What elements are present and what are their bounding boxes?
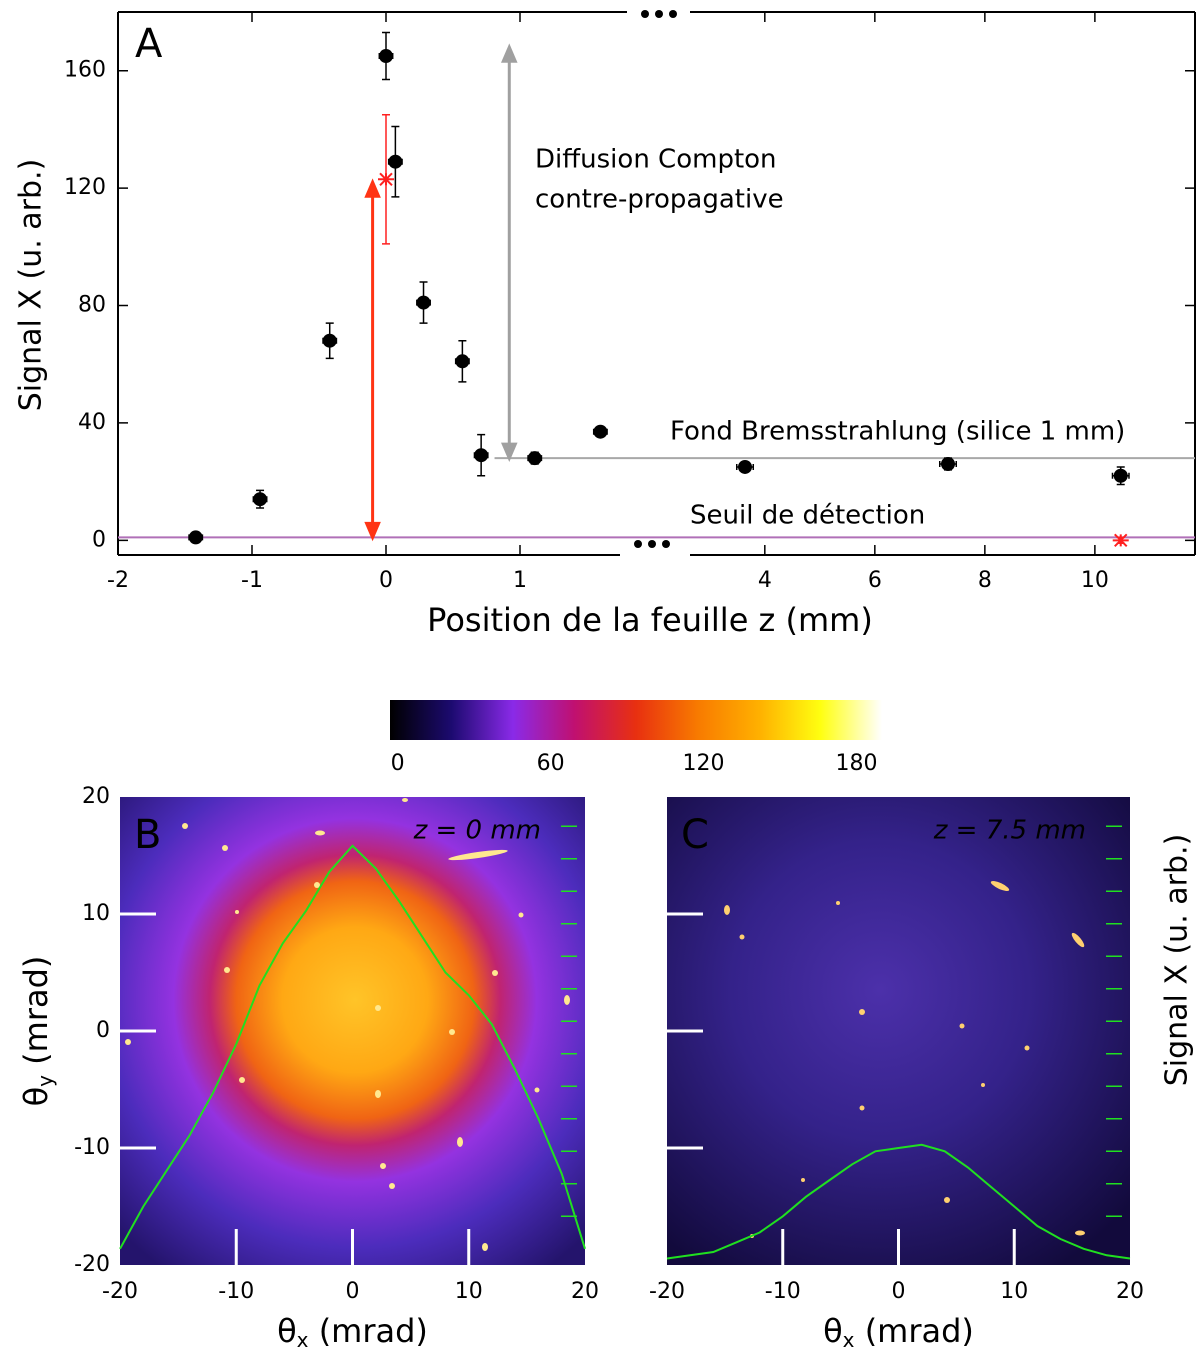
x-tick-label: 8 (978, 568, 992, 593)
x-tick-label: -1 (241, 568, 263, 593)
colorbar-tick-label: 180 (836, 751, 878, 776)
x-tick-label: 1 (513, 568, 527, 593)
panel-label: C (681, 812, 709, 858)
image (120, 797, 585, 1265)
y-tick-label: -20 (74, 1252, 110, 1277)
data-point (188, 530, 203, 545)
annotation: Seuil de détection (690, 501, 925, 531)
label-symbol: θ (17, 1087, 55, 1107)
y-tick-label: 40 (78, 410, 106, 435)
label-unit: (mrad) (855, 1312, 974, 1350)
y-tick-label: 0 (92, 527, 106, 552)
annotation: Fond Bremsstrahlung (silice 1 mm) (670, 417, 1125, 447)
colorbar (390, 700, 882, 740)
label-subscript: y (33, 1075, 57, 1087)
label-subscript: x (297, 1328, 309, 1352)
x-tick-label: 20 (571, 1279, 599, 1304)
x-tick-label: 4 (758, 568, 772, 593)
annotation: z = 0 mm (413, 816, 541, 846)
hot-spots (125, 798, 570, 1251)
label-subscript: x (843, 1328, 855, 1352)
x-tick-label: -10 (765, 1279, 801, 1304)
data-point (455, 354, 470, 369)
data-point (593, 424, 608, 439)
y-tick-label: 80 (78, 293, 106, 318)
colorbar-tick-label: 0 (391, 751, 405, 776)
colorbar-tick-label: 120 (683, 751, 725, 776)
profile-line (119, 844, 586, 1250)
data-point (527, 451, 542, 466)
x-axis-label: Position de la feuille z (mm) (427, 601, 873, 639)
annotation: z = 7.5 mm (933, 816, 1086, 846)
axis-frame (117, 11, 1196, 556)
y-axis-label: Signal X (u. arb.) (14, 159, 49, 412)
x-tick-label: 10 (455, 1279, 483, 1304)
y-tick-label: 120 (64, 175, 106, 200)
x-tick-label: 6 (868, 568, 882, 593)
arrow (501, 43, 518, 462)
y-tick-label: 0 (96, 1018, 110, 1043)
images (120, 797, 1130, 1265)
data-point (941, 457, 956, 472)
hot-spots (724, 880, 1085, 1238)
x-tick-label: 0 (346, 1279, 360, 1304)
x-tick-label: -2 (107, 568, 129, 593)
colorbar-tick-label: 60 (537, 751, 565, 776)
annotation: Diffusion Compton (535, 145, 777, 175)
x-tick-label: -20 (649, 1279, 685, 1304)
label-symbol: θ (823, 1312, 843, 1350)
x-tick-label: -20 (102, 1279, 138, 1304)
x-tick-label: 10 (1000, 1279, 1028, 1304)
panel-label: A (135, 21, 163, 67)
x-axis-label: θx (mrad) (823, 1312, 974, 1352)
y2-axis-label: Signal X (u. arb.) (1160, 834, 1195, 1087)
data-point (253, 492, 268, 507)
x-axis-label: θx (mrad) (277, 1312, 428, 1352)
y-tick-label: -10 (74, 1135, 110, 1160)
x-tick-label: 0 (892, 1279, 906, 1304)
label-unit: (mrad) (309, 1312, 428, 1350)
data-point (378, 172, 394, 187)
arrow (364, 178, 381, 542)
image (667, 797, 1130, 1265)
y-tick-label: 20 (82, 784, 110, 809)
y-tick-label: 160 (64, 58, 106, 83)
data-point (322, 333, 337, 348)
profile-line (666, 1143, 1131, 1260)
y-tick-label: 10 (82, 901, 110, 926)
data-point (1113, 468, 1128, 483)
annotation: contre-propagative (535, 185, 784, 215)
data-point (416, 295, 431, 310)
data-point (379, 49, 393, 64)
x-tick-label: 10 (1081, 568, 1109, 593)
label-symbol: θ (277, 1312, 297, 1350)
x-tick-label: 0 (379, 568, 393, 593)
data-point (474, 448, 489, 463)
axis-break (634, 10, 677, 548)
panel-label: B (134, 812, 161, 858)
data-point (1112, 533, 1129, 548)
x-tick-label: 20 (1116, 1279, 1144, 1304)
data-point (388, 154, 403, 169)
y-axis-label: θy (mrad) (17, 956, 57, 1107)
x-tick-label: -10 (218, 1279, 254, 1304)
data-point (738, 459, 753, 474)
label-unit: (mrad) (17, 956, 55, 1075)
